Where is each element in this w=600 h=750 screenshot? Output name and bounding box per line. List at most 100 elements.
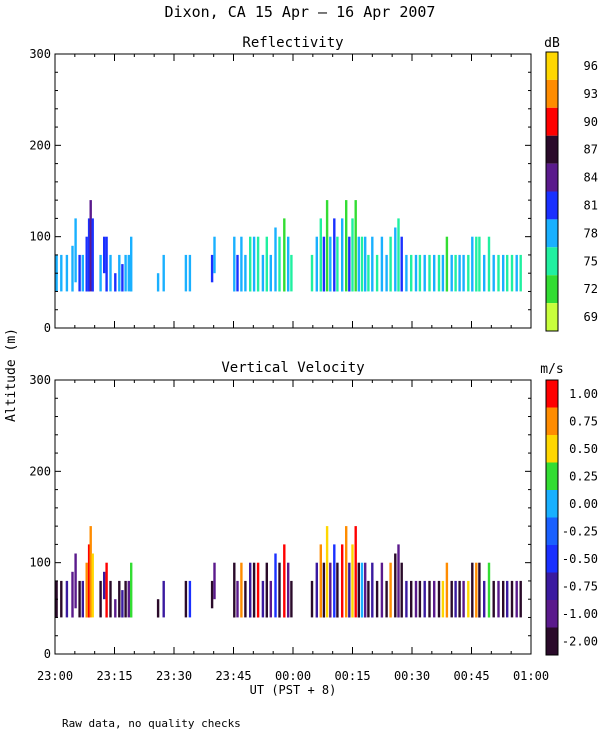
- reflectivity-data-column: [162, 254, 165, 292]
- vertical-velocity-colorbar-segment: [546, 380, 558, 408]
- reflectivity-data-column: [450, 254, 453, 292]
- reflectivity-data-column: [325, 200, 329, 292]
- vertical-velocity-data-column: [360, 562, 364, 618]
- reflectivity-data-column: [130, 236, 133, 292]
- reflectivity-data-column: [351, 218, 354, 292]
- reflectivity-data-column: [467, 254, 470, 292]
- reflectivity-data-column: [99, 254, 102, 292]
- reflectivity-data-column: [397, 218, 400, 292]
- reflectivity-data-column: [475, 236, 478, 292]
- reflectivity-data-column: [156, 273, 160, 292]
- reflectivity-data-column: [506, 254, 509, 292]
- reflectivity-data-column: [418, 254, 422, 292]
- reflectivity-data-column: [89, 200, 92, 292]
- vertical-velocity-data-column: [81, 580, 84, 618]
- vertical-velocity-data-column: [471, 562, 474, 618]
- reflectivity-data-column: [114, 273, 117, 292]
- vertical-velocity-data-column: [336, 562, 339, 618]
- reflectivity-data-column: [428, 254, 431, 292]
- vertical-velocity-data-column: [502, 580, 505, 618]
- vertical-velocity-data-column: [329, 562, 332, 618]
- vertical-velocity-colorbar-label: 0.00: [569, 497, 598, 511]
- reflectivity-data-column: [249, 236, 252, 292]
- vertical-velocity-colorbar-segment: [546, 572, 558, 600]
- reflectivity-data-column: [414, 254, 418, 292]
- x-tick-label: 23:30: [156, 669, 192, 683]
- reflectivity-data-column: [471, 236, 474, 292]
- vertical-velocity-data-column: [74, 553, 77, 609]
- vertical-velocity-data-column: [256, 562, 260, 618]
- reflectivity-data-column: [213, 236, 216, 274]
- reflectivity-data-column: [357, 236, 360, 292]
- vertical-velocity-data-column: [240, 562, 243, 618]
- reflectivity-data-column: [462, 254, 465, 292]
- reflectivity-data-column: [240, 236, 243, 292]
- reflectivity-data-column: [394, 227, 397, 292]
- reflectivity-colorbar-label: 93: [584, 87, 598, 101]
- reflectivity-data-column: [510, 254, 514, 292]
- vertical-velocity-data-column: [60, 580, 63, 618]
- reflectivity-data-column: [109, 254, 112, 292]
- reflectivity-data-column: [210, 254, 214, 283]
- y-axis-label: Altitude (m): [4, 328, 19, 422]
- vertical-velocity-colorbar-segment: [546, 490, 558, 518]
- vertical-velocity-data-column: [114, 599, 117, 618]
- x-tick-label: 01:00: [513, 669, 549, 683]
- reflectivity-data-column: [322, 236, 326, 292]
- reflectivity-data-column: [319, 218, 322, 292]
- reflectivity-data-column: [71, 245, 74, 292]
- vertical-velocity-data-column: [261, 580, 265, 618]
- reflectivity-data-column: [256, 236, 260, 292]
- vertical-velocity-data-column: [188, 580, 192, 618]
- vertical-velocity-data-column: [89, 526, 92, 618]
- vertical-velocity-data-column: [269, 580, 272, 618]
- vertical-velocity-colorbar-frame: [545, 379, 559, 656]
- x-tick-label: 00:30: [394, 669, 430, 683]
- reflectivity-plot-frame: [54, 53, 532, 329]
- reflectivity-colorbar-segment: [546, 52, 558, 80]
- vertical-velocity-data-column: [99, 580, 102, 618]
- vertical-velocity-data-column: [400, 562, 403, 618]
- reflectivity-data-column: [333, 218, 336, 292]
- vertical-velocity-colorbar-segment: [546, 435, 558, 463]
- reflectivity-unit: dB: [544, 36, 560, 51]
- reflectivity-colorbar-label: 87: [584, 143, 598, 157]
- vertical-velocity-data-column: [487, 562, 491, 618]
- reflectivity-colorbar-segment: [546, 79, 558, 108]
- reflectivity-data-column: [118, 254, 121, 292]
- vertical-velocity-data-column: [252, 562, 256, 618]
- vertical-velocity-data-column: [290, 580, 293, 618]
- vertical-velocity-data-column: [105, 562, 108, 618]
- reflectivity-colorbar-label: 78: [584, 226, 598, 240]
- vertical-velocity-colorbar-label: -0.25: [562, 524, 598, 538]
- reflectivity-data-column: [502, 254, 505, 292]
- vertical-velocity-data-column: [156, 599, 160, 618]
- reflectivity-data-column: [74, 218, 77, 283]
- vertical-velocity-data-column: [78, 580, 81, 618]
- reflectivity-data-column: [283, 218, 286, 292]
- vertical-velocity-data-column: [127, 580, 130, 618]
- reflectivity-data-column: [360, 236, 364, 292]
- reflectivity-y-tick-label: 200: [29, 138, 51, 152]
- x-tick-label: 23:00: [37, 669, 73, 683]
- reflectivity-data-column: [244, 254, 247, 292]
- vertical-velocity-data-column: [428, 580, 431, 618]
- vertical-velocity-data-column: [515, 580, 518, 618]
- reflectivity-data-column: [441, 254, 445, 292]
- vertical-velocity-data-column: [397, 544, 400, 618]
- reflectivity-data-column: [364, 236, 367, 292]
- reflectivity-data-column: [127, 254, 130, 292]
- reflectivity-data-column: [515, 254, 518, 292]
- vertical-velocity-colorbar-label: 0.50: [569, 442, 598, 456]
- vertical-velocity-data-column: [236, 580, 239, 618]
- vertical-velocity-data-column: [445, 562, 449, 618]
- reflectivity-data-column: [371, 236, 374, 292]
- vertical-velocity-colorbar-segment: [546, 627, 558, 655]
- vertical-velocity-data-column: [278, 562, 281, 618]
- reflectivity-data-column: [345, 200, 348, 292]
- vertical-velocity-data-column: [65, 580, 69, 618]
- vertical-velocity-data-column: [184, 580, 188, 618]
- reflectivity-data-column: [410, 254, 413, 292]
- vertical-velocity-data-column: [249, 562, 252, 618]
- reflectivity-data-column: [433, 254, 436, 292]
